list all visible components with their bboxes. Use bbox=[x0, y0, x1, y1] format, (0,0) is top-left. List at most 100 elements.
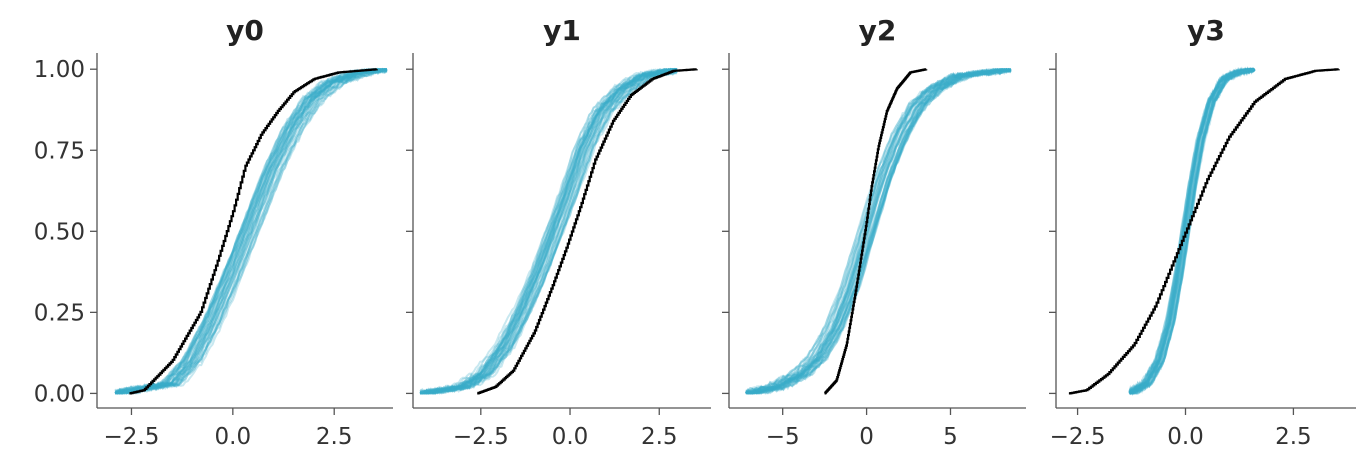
posterior-predictive-curve bbox=[419, 67, 678, 395]
posterior-predictive-curve bbox=[420, 68, 678, 395]
posterior-predictive-curve bbox=[1128, 68, 1256, 395]
posterior-predictive-curve bbox=[419, 68, 678, 395]
posterior-predictive-curve bbox=[745, 68, 1011, 395]
posterior-predictive-curve bbox=[745, 68, 1012, 395]
posterior-predictive-curve bbox=[420, 68, 678, 395]
posterior-predictive-curve bbox=[114, 68, 388, 395]
x-tick-label: 5 bbox=[943, 424, 958, 450]
posterior-predictive-curve bbox=[1128, 67, 1256, 396]
posterior-predictive-curve bbox=[745, 68, 1012, 395]
posterior-predictive-curve bbox=[745, 68, 1012, 395]
posterior-predictive-curve bbox=[745, 68, 1012, 395]
panel-title: y0 bbox=[226, 14, 264, 47]
posterior-predictive-curve bbox=[114, 68, 388, 395]
observed-curve bbox=[129, 68, 378, 395]
posterior-predictive-curve bbox=[1129, 68, 1255, 395]
posterior-predictive-curve bbox=[419, 67, 678, 394]
posterior-predictive-curve bbox=[1128, 68, 1255, 393]
x-tick-label: −2.5 bbox=[1050, 424, 1106, 450]
posterior-predictive-curve bbox=[745, 68, 1012, 394]
posterior-predictive-curve bbox=[114, 68, 387, 395]
panel-y0: y0 0.00 0.25 0.50 0.75 1.00 −2.5 0.0 2.5 bbox=[34, 14, 393, 450]
posterior-predictive-curve bbox=[114, 67, 388, 394]
posterior-predictive-curve bbox=[114, 68, 387, 394]
posterior-predictive-curve bbox=[114, 68, 388, 395]
observed-curve bbox=[1068, 68, 1340, 395]
posterior-predictive-curve bbox=[419, 68, 678, 395]
posterior-predictive-curve bbox=[114, 68, 388, 395]
posterior-predictive-curve bbox=[1129, 67, 1256, 395]
posterior-predictive-curve bbox=[1128, 67, 1256, 395]
posterior-predictive-curve bbox=[115, 68, 387, 395]
posterior-predictive-series bbox=[1128, 66, 1256, 397]
posterior-predictive-curve bbox=[745, 67, 1011, 395]
posterior-predictive-curve bbox=[745, 68, 1012, 395]
posterior-predictive-curve bbox=[419, 70, 678, 395]
posterior-predictive-curve bbox=[114, 67, 388, 393]
posterior-predictive-curve bbox=[1128, 68, 1256, 394]
posterior-predictive-curve bbox=[114, 67, 388, 395]
x-tick-label: 0.0 bbox=[215, 424, 252, 450]
posterior-predictive-curve bbox=[114, 68, 388, 395]
posterior-predictive-curve bbox=[745, 68, 1012, 395]
posterior-predictive-curve bbox=[745, 68, 1012, 395]
posterior-predictive-curve bbox=[115, 68, 388, 395]
posterior-predictive-curve bbox=[1128, 67, 1256, 393]
posterior-predictive-curve bbox=[419, 68, 678, 395]
posterior-predictive-curve bbox=[114, 68, 388, 395]
posterior-predictive-curve bbox=[1128, 68, 1256, 395]
posterior-predictive-curve bbox=[745, 68, 1011, 395]
posterior-predictive-curve bbox=[1129, 66, 1256, 395]
posterior-predictive-curve bbox=[745, 67, 1012, 395]
posterior-predictive-curve bbox=[114, 68, 387, 395]
posterior-predictive-curve bbox=[419, 68, 678, 394]
posterior-predictive-curve bbox=[745, 68, 1011, 395]
posterior-predictive-series bbox=[114, 67, 388, 396]
posterior-predictive-curve bbox=[1128, 67, 1256, 395]
posterior-predictive-series bbox=[744, 67, 1012, 395]
posterior-predictive-curve bbox=[745, 67, 1012, 394]
posterior-predictive-series bbox=[419, 67, 678, 396]
posterior-predictive-curve bbox=[1128, 66, 1255, 395]
posterior-predictive-curve bbox=[1128, 66, 1256, 394]
posterior-predictive-curve bbox=[745, 68, 1012, 395]
posterior-predictive-curve bbox=[115, 67, 387, 395]
panel-y1: y1 −2.5 0.0 2.5 bbox=[406, 14, 711, 450]
posterior-predictive-curve bbox=[419, 68, 678, 395]
posterior-predictive-curve bbox=[745, 67, 1012, 395]
posterior-predictive-curve bbox=[745, 67, 1012, 395]
posterior-predictive-curve bbox=[1128, 66, 1256, 393]
posterior-predictive-curve bbox=[114, 68, 387, 395]
posterior-predictive-curve bbox=[745, 68, 1011, 393]
posterior-predictive-curve bbox=[115, 68, 387, 394]
posterior-predictive-curve bbox=[745, 68, 1012, 395]
posterior-predictive-curve bbox=[1128, 67, 1255, 396]
posterior-predictive-curve bbox=[420, 68, 678, 395]
x-tick-label: 2.5 bbox=[1275, 424, 1312, 450]
posterior-predictive-curve bbox=[419, 68, 678, 395]
posterior-predictive-curve bbox=[114, 68, 388, 394]
x-tick-label: −2.5 bbox=[104, 424, 160, 450]
posterior-predictive-curve bbox=[1128, 67, 1256, 395]
panel-title: y2 bbox=[859, 14, 897, 47]
posterior-predictive-curve bbox=[745, 68, 1012, 393]
posterior-predictive-curve bbox=[419, 67, 678, 395]
posterior-predictive-curve bbox=[115, 68, 387, 396]
posterior-predictive-curve bbox=[1128, 67, 1256, 394]
posterior-predictive-curve bbox=[745, 67, 1011, 395]
posterior-predictive-curve bbox=[1128, 67, 1256, 393]
posterior-predictive-curve bbox=[419, 70, 678, 395]
posterior-predictive-curve bbox=[745, 68, 1012, 395]
posterior-predictive-curve bbox=[745, 68, 1012, 395]
observed-curve bbox=[824, 68, 928, 395]
posterior-predictive-curve bbox=[419, 68, 678, 395]
posterior-predictive-curve bbox=[115, 69, 388, 395]
posterior-predictive-curve bbox=[1129, 67, 1256, 395]
y-tick-label: 0.25 bbox=[34, 300, 85, 326]
posterior-predictive-curve bbox=[114, 68, 388, 394]
posterior-predictive-curve bbox=[114, 68, 388, 395]
y-tick-label: 1.00 bbox=[34, 57, 85, 83]
posterior-predictive-curve bbox=[1128, 67, 1256, 395]
posterior-predictive-curve bbox=[745, 68, 1012, 394]
posterior-predictive-curve bbox=[114, 68, 388, 395]
